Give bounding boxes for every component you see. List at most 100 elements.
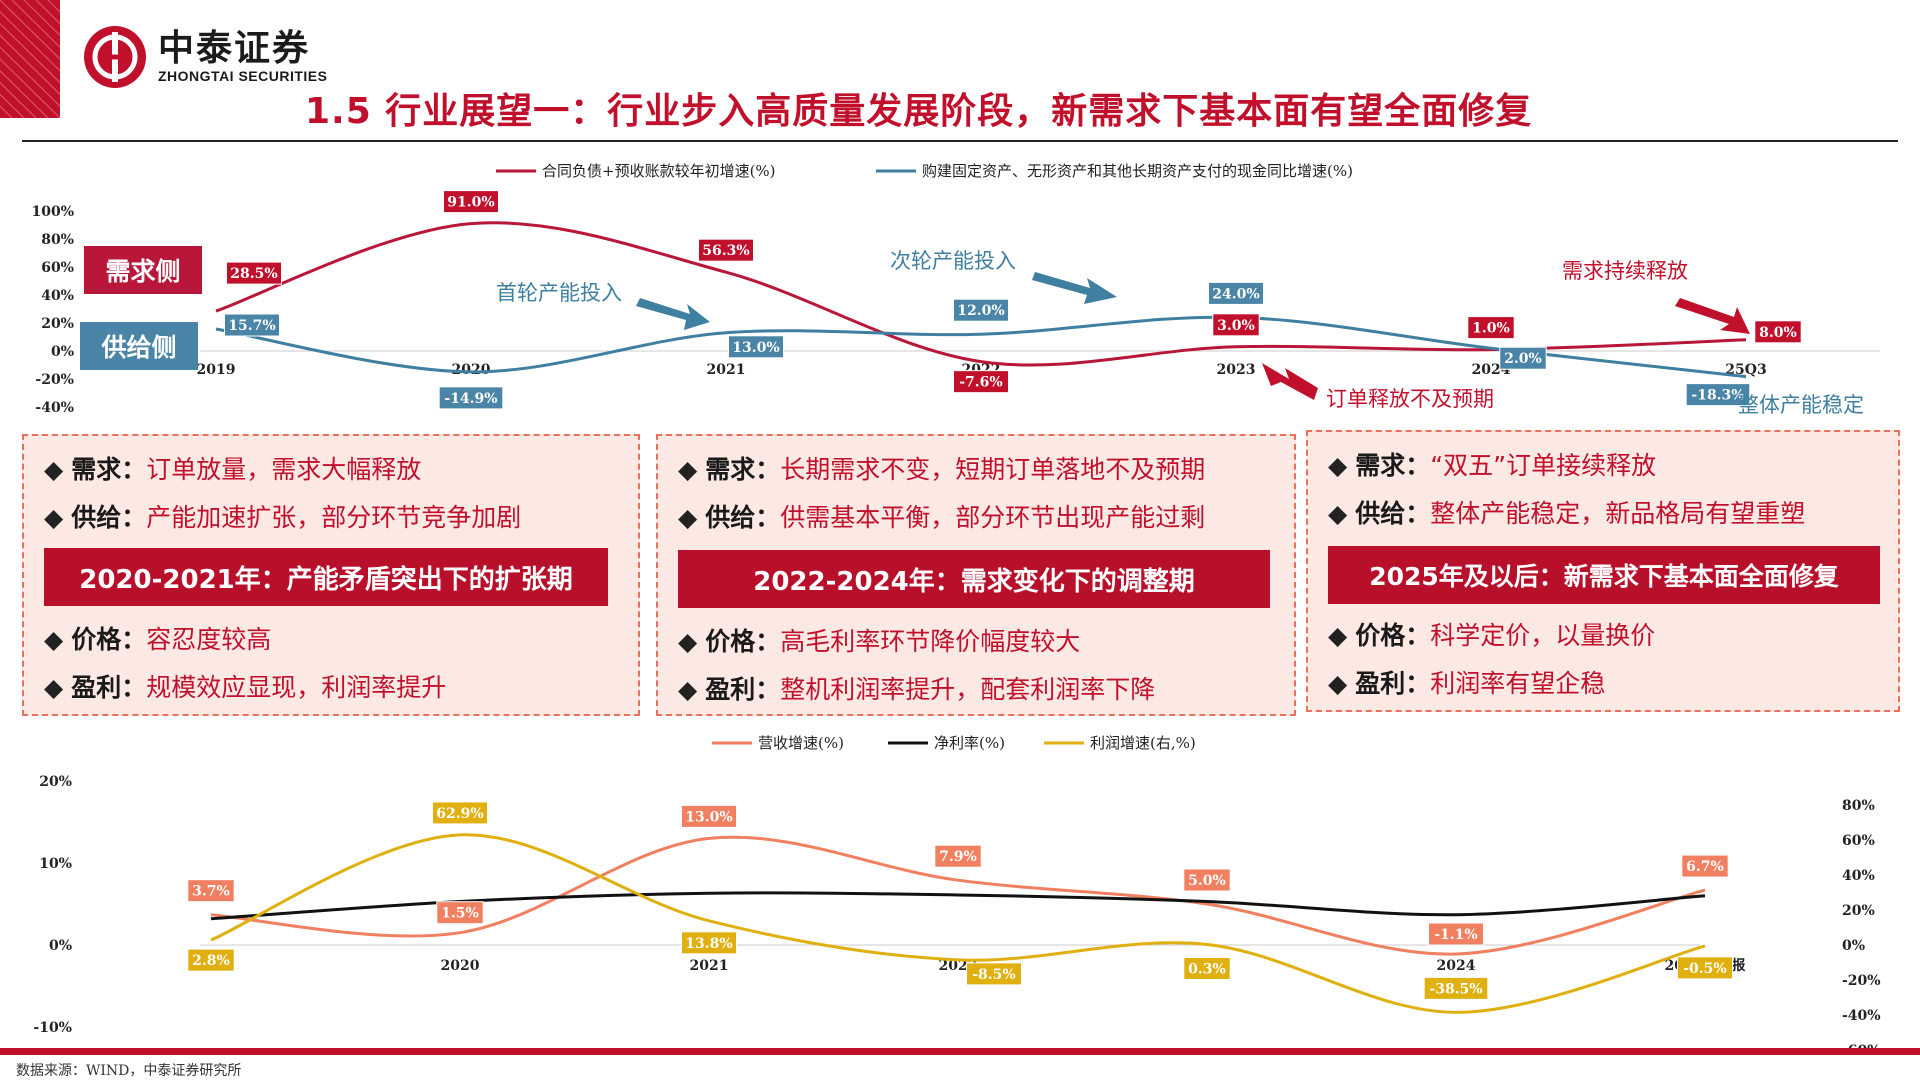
box2-period-banner: 2022-2024年：需求变化下的调整期 — [678, 550, 1270, 608]
box2-demand-key: 需求： — [705, 455, 781, 484]
data-label-capex: 2.0% — [1499, 346, 1547, 370]
y-tick-label: 100% — [31, 204, 74, 220]
box2-price-value: 高毛利率环节降价幅度较大 — [780, 627, 1081, 656]
y-tick-label-right: -40% — [1842, 1008, 1881, 1024]
box1-demand-key: 需求： — [71, 455, 147, 484]
data-label-profit-growth: 13.8% — [681, 931, 737, 955]
data-label-revenue: 13.0% — [681, 804, 737, 828]
box2-price-key: 价格： — [705, 627, 781, 656]
box2-supply-value: 供需基本平衡，部分环节出现产能过剩 — [780, 503, 1206, 532]
period-box-2020-2021: ◆ 需求：订单放量，需求大幅释放 ◆ 供给：产能加速扩张，部分环节竞争加剧 20… — [22, 434, 640, 716]
diamond-bullet-icon: ◆ — [1328, 669, 1356, 698]
data-label-contract: 91.0% — [443, 190, 499, 214]
box3-demand-key: 需求： — [1355, 451, 1431, 480]
x-tick-label: 2019 — [197, 362, 236, 378]
diamond-bullet-icon: ◆ — [44, 625, 72, 654]
series-line-profit-growth — [210, 833, 1706, 1014]
box3-demand-line: ◆ 需求：“双五”订单接续释放 — [1328, 446, 1656, 482]
chart-revenue-profit: 营收增速(%) 净利率(%) 利润增速(右,%) 20% 10% 0% -10% 80… — [33, 734, 1881, 1048]
data-label-profit-growth: 62.9% — [432, 801, 488, 825]
svg-text:5.0%: 5.0% — [1188, 873, 1226, 889]
diamond-bullet-icon: ◆ — [678, 455, 706, 484]
svg-text:13.8%: 13.8% — [685, 936, 732, 952]
svg-text:8.0%: 8.0% — [1759, 325, 1797, 341]
data-label-contract: 56.3% — [698, 238, 754, 262]
box1-demand-value: 订单放量，需求大幅释放 — [146, 455, 422, 484]
data-label-contract: 3.0% — [1212, 313, 1260, 337]
page-title: 1.5 行业展望一：行业步入高质量发展阶段，新需求下基本面有望全面修复 — [305, 91, 1533, 132]
data-label-profit-growth: 0.3% — [1183, 956, 1231, 980]
box3-supply-value: 整体产能稳定，新品格局有望重塑 — [1430, 499, 1806, 528]
x-tick-label: 2021 — [690, 958, 729, 974]
svg-text:91.0%: 91.0% — [447, 195, 494, 211]
box1-price-key: 价格： — [71, 625, 147, 654]
box3-demand-value: “双五”订单接续释放 — [1430, 451, 1657, 480]
company-logo: 中泰证券 ZHONGTAI SECURITIES — [82, 24, 327, 90]
y-tick-label-right: 20% — [1842, 903, 1875, 919]
data-label-profit-growth: 2.8% — [187, 948, 235, 972]
svg-text:1.0%: 1.0% — [1472, 321, 1510, 337]
annotation-order-below: 订单释放不及预期 — [1326, 387, 1494, 411]
box3-price-key: 价格： — [1355, 621, 1431, 650]
box1-supply-value: 产能加速扩张，部分环节竞争加剧 — [146, 503, 522, 532]
x-tick-label: 2021 — [707, 362, 746, 378]
data-label-revenue: 6.7% — [1681, 854, 1729, 878]
data-label-capex: 15.7% — [224, 313, 280, 337]
series-line-revenue — [210, 835, 1706, 956]
box3-price-line: ◆ 价格：科学定价，以量换价 — [1328, 616, 1655, 652]
box2-supply-key: 供给： — [705, 503, 781, 532]
box3-profit-line: ◆ 盈利：利润率有望企稳 — [1328, 664, 1605, 700]
box2-supply-line: ◆ 供给：供需基本平衡，部分环节出现产能过剩 — [678, 498, 1205, 534]
box2-price-line: ◆ 价格：高毛利率环节降价幅度较大 — [678, 622, 1080, 658]
box2-profit-key: 盈利： — [705, 675, 781, 704]
diamond-bullet-icon: ◆ — [678, 503, 706, 532]
svg-text:3.7%: 3.7% — [192, 884, 230, 900]
data-label-revenue: 7.9% — [934, 844, 982, 868]
box1-profit-key: 盈利： — [71, 673, 147, 702]
series-line-net-margin — [210, 891, 1706, 921]
svg-text:6.7%: 6.7% — [1686, 859, 1724, 875]
diamond-bullet-icon: ◆ — [44, 455, 72, 484]
data-label-capex: -14.9% — [438, 386, 504, 410]
box1-profit-value: 规模效应显现，利润率提升 — [146, 673, 447, 702]
logo-chinese-name: 中泰证券 — [158, 28, 311, 69]
svg-text:-14.9%: -14.9% — [444, 391, 497, 407]
annotation-second-capacity: 次轮产能投入 — [890, 249, 1016, 273]
annotation-demand-release: 需求持续释放 — [1562, 259, 1688, 283]
data-label-capex: 24.0% — [1208, 281, 1264, 305]
svg-text:28.5%: 28.5% — [230, 266, 277, 282]
box3-supply-line: ◆ 供给：整体产能稳定，新品格局有望重塑 — [1328, 494, 1805, 530]
y-tick-label: -40% — [35, 400, 74, 416]
box1-price-line: ◆ 价格：容忍度较高 — [44, 620, 271, 656]
svg-text:2.8%: 2.8% — [192, 953, 230, 969]
arrow-first-capacity — [636, 298, 710, 330]
box2-demand-line: ◆ 需求：长期需求不变，短期订单落地不及预期 — [678, 450, 1205, 486]
box1-period-banner: 2020-2021年：产能矛盾突出下的扩张期 — [44, 548, 608, 606]
y-tick-label-left: 0% — [49, 938, 72, 954]
svg-text:24.0%: 24.0% — [1212, 286, 1259, 302]
x-tick-label: 2020 — [441, 958, 480, 974]
legend-label-net-margin: 净利率(%) — [934, 734, 1005, 752]
arrow-demand-release — [1675, 298, 1750, 334]
x-tick-label: 2020 — [452, 362, 491, 378]
y-tick-label-left: 20% — [39, 774, 72, 790]
data-label-capex: 13.0% — [728, 335, 784, 359]
y-tick-label: -20% — [35, 372, 74, 388]
svg-text:-8.5%: -8.5% — [972, 967, 1015, 983]
legend-label-contract: 合同负债+预收账款较年初增速(%) — [542, 162, 776, 180]
box3-supply-key: 供给： — [1355, 499, 1431, 528]
svg-text:62.9%: 62.9% — [436, 806, 483, 822]
box1-supply-key: 供给： — [71, 503, 147, 532]
data-label-revenue: 3.7% — [187, 879, 235, 903]
x-tick-label: 2023 — [1217, 362, 1256, 378]
data-label-revenue: 1.5% — [436, 901, 484, 925]
y-tick-label: 0% — [51, 344, 74, 360]
svg-text:3.0%: 3.0% — [1217, 318, 1255, 334]
footer-bar — [0, 1048, 1920, 1055]
period-box-2025-onward: ◆ 需求：“双五”订单接续释放 ◆ 供给：整体产能稳定，新品格局有望重塑 202… — [1306, 430, 1900, 712]
zhongtai-logo-icon — [84, 26, 146, 88]
svg-text:12.0%: 12.0% — [957, 303, 1004, 319]
data-label-contract: -7.6% — [953, 370, 1009, 394]
diamond-bullet-icon: ◆ — [44, 673, 72, 702]
chart-order-capex: 合同负债+预收账款较年初增速(%) 购建固定资产、无形资产和其他长期资产支付的现… — [31, 162, 1880, 417]
